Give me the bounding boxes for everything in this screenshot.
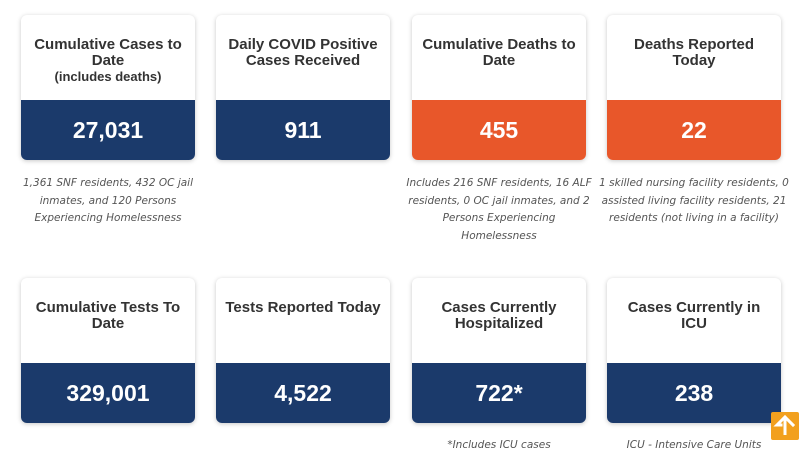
- card-value: 22: [607, 100, 781, 160]
- card-value: 722*: [412, 363, 586, 423]
- card-title-text: Cumulative Deaths to Date: [422, 36, 576, 69]
- card-deaths-reported-today: Deaths Reported Today 22: [607, 15, 781, 160]
- card-title-text: Cases Currently Hospitalized: [441, 299, 557, 332]
- card-title: Daily COVID Positive Cases Received: [216, 15, 390, 100]
- card-title: Deaths Reported Today: [607, 15, 781, 100]
- card-title: Cumulative Tests To Date: [21, 278, 195, 363]
- card-note-cumulative-deaths: Includes 216 SNF residents, 16 ALF resid…: [406, 177, 592, 242]
- card-note-icu: ICU - Intensive Care Units: [626, 439, 762, 451]
- card-daily-positive-cases: Daily COVID Positive Cases Received 911: [216, 15, 390, 160]
- card-value: 4,522: [216, 363, 390, 423]
- card-value: 911: [216, 100, 390, 160]
- card-title: Tests Reported Today: [216, 278, 390, 363]
- card-value: 27,031: [21, 100, 195, 160]
- card-title-text: Tests Reported Today: [225, 299, 381, 316]
- card-title: Cumulative Cases to Date (includes death…: [21, 15, 195, 100]
- card-title: Cases Currently in ICU: [607, 278, 781, 363]
- card-icu: Cases Currently in ICU 238: [607, 278, 781, 423]
- card-title-text: Cases Currently in ICU: [627, 299, 761, 332]
- card-subtitle: (includes deaths): [54, 69, 162, 84]
- card-cumulative-deaths: Cumulative Deaths to Date 455: [412, 15, 586, 160]
- card-title: Cases Currently Hospitalized: [412, 278, 586, 363]
- card-title-text: Deaths Reported Today: [633, 36, 755, 69]
- card-title-text: Cumulative Tests To Date: [35, 299, 181, 332]
- card-title: Cumulative Deaths to Date: [412, 15, 586, 100]
- arrow-up-icon: [773, 414, 796, 435]
- card-value: 455: [412, 100, 586, 160]
- card-title-text: Daily COVID Positive Cases Received: [228, 36, 378, 69]
- card-note-hospitalized: *Includes ICU cases: [447, 439, 551, 451]
- card-cumulative-cases: Cumulative Cases to Date (includes death…: [21, 15, 195, 160]
- card-value: 238: [607, 363, 781, 423]
- card-hospitalized: Cases Currently Hospitalized 722*: [412, 278, 586, 423]
- card-note-cumulative-cases: 1,361 SNF residents, 432 OC jail inmates…: [23, 177, 193, 224]
- scroll-to-top-button[interactable]: [771, 412, 799, 440]
- card-tests-reported-today: Tests Reported Today 4,522: [216, 278, 390, 423]
- card-title-text: Cumulative Cases to Date: [34, 36, 182, 69]
- card-cumulative-tests: Cumulative Tests To Date 329,001: [21, 278, 195, 423]
- card-note-deaths-today: 1 skilled nursing facility residents, 0 …: [599, 177, 789, 224]
- card-value: 329,001: [21, 363, 195, 423]
